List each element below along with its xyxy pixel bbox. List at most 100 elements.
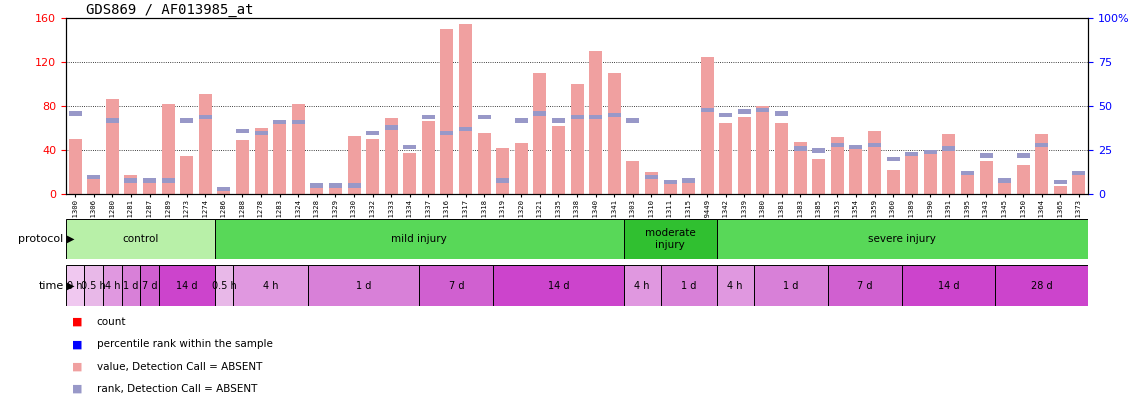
Bar bbox=[403, 153, 416, 194]
Text: 0.5 h: 0.5 h bbox=[211, 281, 236, 290]
Text: 0 h: 0 h bbox=[67, 281, 83, 290]
Bar bbox=[868, 130, 882, 194]
Bar bbox=[590, 51, 602, 194]
Bar bbox=[68, 139, 82, 194]
Bar bbox=[122, 265, 140, 306]
Bar bbox=[199, 94, 211, 194]
Bar bbox=[217, 187, 231, 191]
Bar bbox=[570, 115, 584, 119]
Bar bbox=[812, 148, 825, 153]
Bar bbox=[66, 219, 215, 259]
Text: GDS869 / AF013985_at: GDS869 / AF013985_at bbox=[86, 3, 253, 17]
Text: 1 d: 1 d bbox=[356, 281, 371, 290]
Text: ■: ■ bbox=[72, 317, 82, 327]
Bar bbox=[626, 118, 640, 123]
Bar bbox=[348, 136, 360, 194]
Bar bbox=[682, 178, 695, 183]
Bar bbox=[552, 118, 565, 123]
Bar bbox=[385, 118, 398, 194]
Bar bbox=[421, 121, 435, 194]
Bar bbox=[961, 175, 974, 194]
Bar bbox=[924, 150, 937, 154]
Bar bbox=[943, 134, 955, 194]
Bar bbox=[1035, 143, 1049, 147]
Bar bbox=[254, 128, 268, 194]
Bar bbox=[717, 219, 1088, 259]
Bar bbox=[308, 265, 419, 306]
Text: 14 d: 14 d bbox=[938, 281, 960, 290]
Bar bbox=[663, 183, 677, 194]
Bar bbox=[626, 161, 640, 194]
Bar bbox=[459, 24, 473, 194]
Bar bbox=[1054, 185, 1067, 194]
Bar bbox=[608, 73, 620, 194]
Text: ■: ■ bbox=[72, 362, 82, 371]
Text: 1 d: 1 d bbox=[124, 281, 139, 290]
Bar bbox=[794, 142, 807, 194]
Bar bbox=[125, 178, 137, 183]
Bar bbox=[701, 108, 713, 112]
Bar bbox=[1017, 153, 1029, 158]
Text: 7 d: 7 d bbox=[142, 281, 157, 290]
Bar bbox=[1072, 175, 1086, 194]
Text: 4 h: 4 h bbox=[634, 281, 650, 290]
Text: 1 d: 1 d bbox=[783, 281, 799, 290]
Text: 7 d: 7 d bbox=[449, 281, 463, 290]
Bar bbox=[902, 265, 995, 306]
Bar bbox=[496, 178, 509, 183]
Text: control: control bbox=[122, 234, 158, 244]
Bar bbox=[753, 265, 828, 306]
Bar bbox=[421, 115, 435, 119]
Bar bbox=[886, 157, 900, 161]
Bar bbox=[1017, 165, 1029, 194]
Bar bbox=[999, 178, 1011, 183]
Bar bbox=[999, 183, 1011, 194]
Bar bbox=[775, 111, 788, 115]
Bar bbox=[68, 111, 82, 115]
Bar bbox=[924, 150, 937, 194]
Bar bbox=[103, 265, 122, 306]
Bar bbox=[961, 171, 974, 175]
Bar bbox=[570, 84, 584, 194]
Text: 4 h: 4 h bbox=[262, 281, 278, 290]
Text: severe injury: severe injury bbox=[868, 234, 936, 244]
Bar bbox=[159, 265, 215, 306]
Bar bbox=[775, 123, 788, 194]
Text: 4 h: 4 h bbox=[727, 281, 743, 290]
Text: 1 d: 1 d bbox=[680, 281, 696, 290]
Bar bbox=[719, 113, 733, 117]
Bar bbox=[757, 107, 769, 194]
Bar bbox=[830, 143, 844, 147]
Bar bbox=[682, 181, 695, 194]
Bar bbox=[850, 145, 862, 149]
Bar bbox=[995, 265, 1088, 306]
Bar bbox=[794, 146, 807, 151]
Bar bbox=[477, 133, 491, 194]
Text: 7 d: 7 d bbox=[858, 281, 872, 290]
Bar bbox=[738, 109, 751, 114]
Text: rank, Detection Call = ABSENT: rank, Detection Call = ABSENT bbox=[97, 384, 257, 394]
Bar bbox=[717, 265, 753, 306]
Bar bbox=[366, 130, 379, 135]
Bar bbox=[87, 175, 100, 179]
Bar bbox=[608, 113, 620, 117]
Text: ▶: ▶ bbox=[67, 281, 75, 290]
Bar bbox=[217, 190, 231, 194]
Bar bbox=[329, 183, 342, 188]
Text: ■: ■ bbox=[72, 339, 82, 349]
Bar bbox=[292, 104, 304, 194]
Bar bbox=[66, 265, 84, 306]
Bar bbox=[979, 153, 993, 158]
Text: 14 d: 14 d bbox=[176, 281, 198, 290]
Bar bbox=[757, 108, 769, 112]
Bar bbox=[366, 139, 379, 194]
Bar bbox=[310, 183, 324, 188]
Text: protocol: protocol bbox=[18, 234, 64, 244]
Bar bbox=[534, 111, 546, 115]
Text: ■: ■ bbox=[72, 384, 82, 394]
Bar bbox=[125, 175, 137, 194]
Bar bbox=[441, 130, 453, 135]
Text: 4 h: 4 h bbox=[105, 281, 120, 290]
Bar bbox=[199, 115, 211, 119]
Bar bbox=[273, 121, 286, 194]
